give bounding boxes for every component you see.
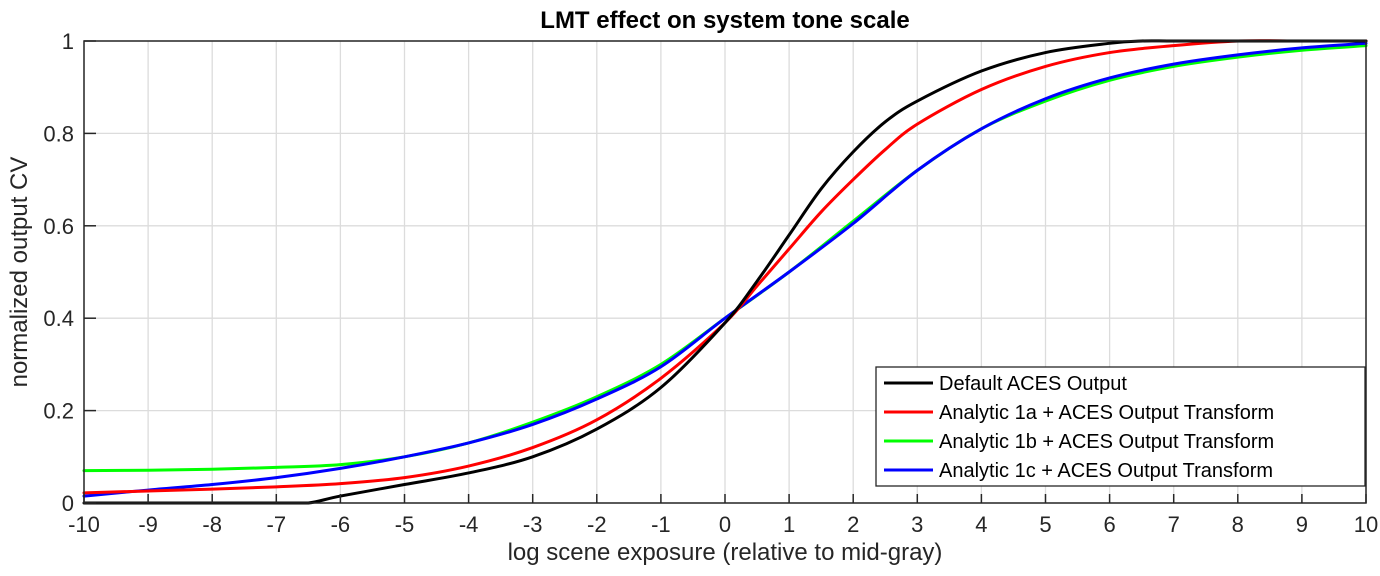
x-tick-label: -4 (459, 512, 479, 537)
x-tick-label: 1 (783, 512, 795, 537)
legend-entry: Analytic 1b + ACES Output Transform (939, 431, 1274, 453)
x-tick-label: 7 (1168, 512, 1180, 537)
y-tick-label: 1 (62, 29, 74, 54)
y-tick-label: 0.2 (43, 399, 74, 424)
x-axis-label: log scene exposure (relative to mid-gray… (508, 539, 943, 566)
series-line-2 (82, 39, 1368, 495)
x-tick-label: -5 (395, 512, 415, 537)
x-tick-label: 8 (1232, 512, 1244, 537)
y-tick-label: 0.6 (43, 214, 74, 239)
legend-entry: Analytic 1a + ACES Output Transform (939, 402, 1274, 424)
chart-title: LMT effect on system tone scale (540, 7, 909, 34)
x-tick-label: -6 (331, 512, 351, 537)
x-tick-label: 3 (911, 512, 923, 537)
legend-entry: Default ACES Output (939, 373, 1127, 395)
x-tick-label: 6 (1103, 512, 1115, 537)
x-tick-label: -3 (523, 512, 543, 537)
x-tick-label: -2 (587, 512, 607, 537)
x-tick-label: 9 (1296, 512, 1308, 537)
legend-box (875, 366, 1366, 487)
x-tick-label: -8 (202, 512, 222, 537)
legend-entry: Analytic 1c + ACES Output Transform (939, 460, 1273, 482)
y-tick-label: 0 (62, 491, 74, 516)
x-tick-label: -1 (651, 512, 671, 537)
x-tick-label: -7 (267, 512, 287, 537)
x-tick-label: -10 (68, 512, 100, 537)
legend: Default ACES Output Analytic 1a + ACES Ou… (875, 366, 1366, 487)
y-tick-label: 0.8 (43, 121, 74, 146)
x-tick-label: 5 (1039, 512, 1051, 537)
x-tick-label: 0 (719, 512, 731, 537)
x-tick-label: -9 (138, 512, 158, 537)
y-tick-label: 0.4 (43, 306, 74, 331)
x-tick-label: 4 (975, 512, 987, 537)
x-tick-label: 2 (847, 512, 859, 537)
y-axis-label: normalized output CV (6, 157, 33, 388)
x-tick-label: 10 (1354, 512, 1378, 537)
ticks: -10 -9 -8 -7 -6 -5 -4 -3 -2 -1 0 1 2 3 4 5 6 7 8 9 1000.20.4… (43, 29, 1378, 537)
series-line-4 (82, 41, 1368, 498)
